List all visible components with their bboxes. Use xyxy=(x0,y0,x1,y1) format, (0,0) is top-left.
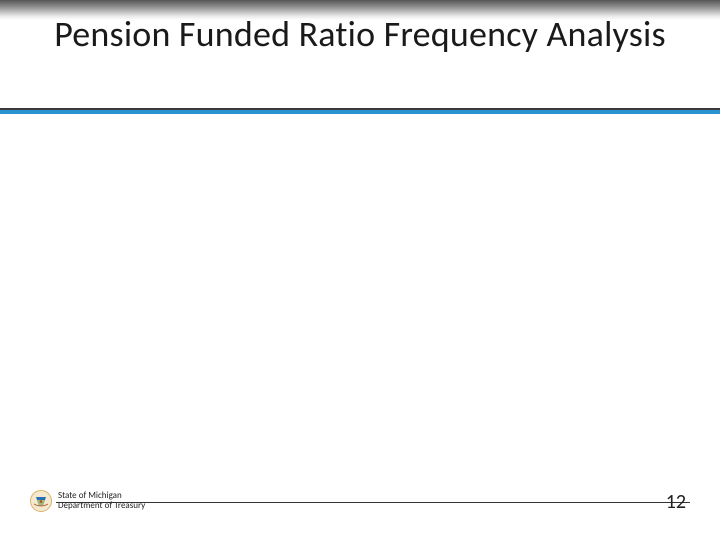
footer-text: State of Michigan Department of Treasury xyxy=(58,491,145,512)
slide: Pension Funded Ratio Frequency Analysis … xyxy=(0,0,720,540)
state-seal-icon xyxy=(30,490,52,512)
footer-rule xyxy=(56,502,690,503)
page-number: 12 xyxy=(666,490,686,514)
title-area: Pension Funded Ratio Frequency Analysis xyxy=(0,14,720,55)
slide-title: Pension Funded Ratio Frequency Analysis xyxy=(40,14,680,55)
divider-blue xyxy=(0,110,720,114)
footer: State of Michigan Department of Treasury… xyxy=(0,476,720,516)
footer-left: State of Michigan Department of Treasury xyxy=(30,490,145,512)
